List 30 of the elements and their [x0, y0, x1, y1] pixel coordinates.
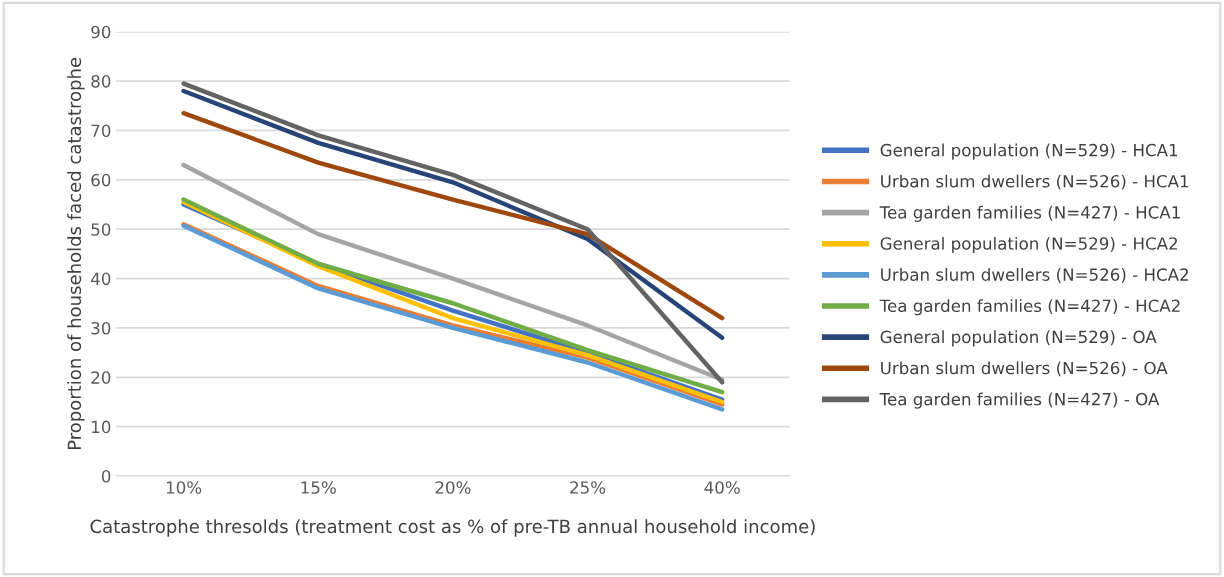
legend-label: General population (N=529) - HCA2 [880, 236, 1178, 254]
legend-label: Urban slum dwellers (N=526) - OA [881, 361, 1168, 377]
y-axis-title: Proportion of households faced catastrophe [67, 57, 85, 450]
x-tick-label: 20% [435, 481, 471, 494]
y-tick-label: 50 [91, 223, 111, 236]
y-tick-label: 60 [91, 173, 111, 187]
y-tick-label: 80 [91, 75, 111, 88]
y-tick-label: 10 [92, 420, 111, 434]
y-tick-label: 70 [91, 124, 111, 138]
line-series [181, 110, 725, 321]
x-tick-label: 25% [570, 481, 606, 494]
line-series [181, 88, 725, 341]
y-tick-label: 40 [91, 272, 111, 286]
legend-label: General population (N=529) - OA [880, 330, 1157, 347]
line-series [181, 162, 725, 382]
y-tick-label: 20 [91, 371, 111, 384]
y-tick-label: 90 [91, 25, 111, 39]
legend-label: General population (N=529) - HCA1 [880, 143, 1178, 160]
legend-label: Urban slum dwellers (N=526) - HCA1 [881, 174, 1189, 190]
legend-label: Urban slum dwellers (N=526) - HCA2 [881, 268, 1188, 283]
x-axis-title: Catastrophe thresolds (treatment cost as % of pre-TB annual household income) [90, 519, 815, 537]
legend-label: Tea garden families (N=427) - HCA2 [879, 299, 1180, 316]
line-series [181, 81, 725, 385]
x-tick-label: 40% [704, 481, 740, 494]
y-tick-label: 0 [101, 469, 111, 483]
y-tick-label: 30 [91, 321, 111, 335]
legend-label: Tea garden families (N=427) - HCA1 [879, 205, 1180, 222]
x-tick-label: 15% [301, 481, 336, 494]
legend-label: Tea garden families (N=427) - OA [879, 392, 1160, 409]
x-tick-label: 10% [166, 481, 202, 494]
